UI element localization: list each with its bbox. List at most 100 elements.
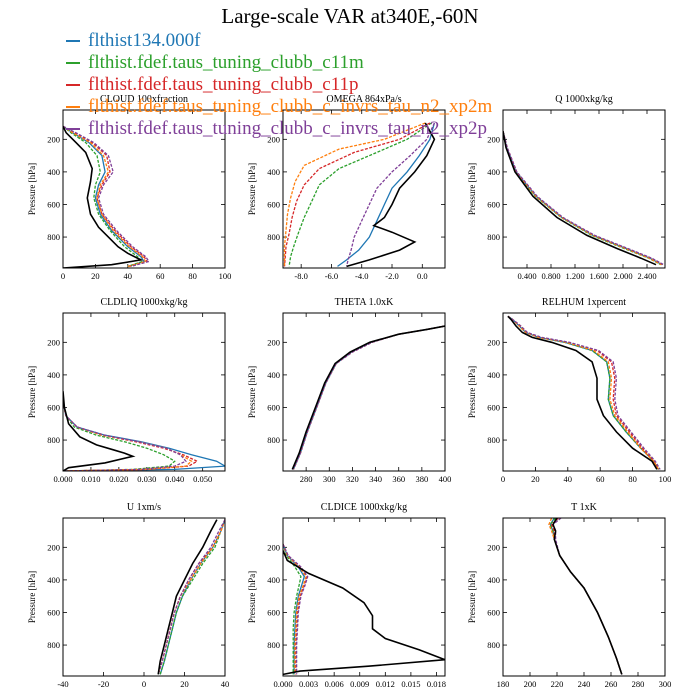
y-tick-label: 800	[47, 435, 60, 445]
y-tick-label: 200	[487, 337, 500, 347]
series-line	[503, 131, 665, 266]
series-group	[157, 519, 225, 675]
chart-panel: 0.000 0.003 0.006 0.009 0.012 0.015 0.018 200 40…	[247, 502, 446, 689]
y-tick-label: 600	[47, 607, 60, 617]
x-tick-label: 40	[564, 474, 573, 484]
panel-title: CLDLIQ 1000xkg/kg	[101, 297, 188, 308]
y-tick-label: 400	[47, 370, 60, 380]
x-tick-label: 260	[605, 679, 618, 689]
reference-line	[157, 519, 218, 675]
plot-frame	[62, 109, 226, 269]
series-line	[503, 131, 662, 266]
y-tick-label: 600	[487, 402, 500, 412]
series-line	[292, 325, 445, 470]
x-tick-label: 0.020	[109, 474, 128, 484]
y-tick-label: 800	[487, 232, 500, 242]
x-tick-label: 0.040	[165, 474, 184, 484]
y-tick-label: 400	[267, 167, 280, 177]
series-line	[337, 122, 436, 267]
x-tick-label: 200	[524, 679, 537, 689]
series-line	[549, 518, 623, 675]
y-tick-label: 200	[487, 542, 500, 552]
x-tick-label: 60	[156, 271, 165, 281]
y-tick-label: 600	[47, 402, 60, 412]
y-tick-label: 800	[267, 640, 280, 650]
x-tick-label: 2.000	[613, 271, 632, 281]
x-tick-label: 20	[91, 271, 100, 281]
x-tick-label: 60	[596, 474, 605, 484]
series-line	[63, 125, 147, 268]
panel-title: OMEGA 864xPa/s	[326, 94, 401, 105]
series-line	[507, 315, 660, 470]
panel-title: T 1xK	[571, 502, 597, 513]
plot-frame	[502, 517, 666, 677]
x-tick-label: 80	[628, 474, 637, 484]
series-line	[507, 315, 660, 470]
panel-title: U 1xm/s	[127, 502, 161, 513]
legend-swatch	[66, 40, 80, 42]
series-line	[157, 519, 225, 675]
series-line	[292, 325, 445, 470]
x-tick-label: 0	[501, 474, 505, 484]
reference-line	[552, 518, 623, 675]
x-tick-label: 100	[659, 474, 672, 484]
panel-title: Q 1000xkg/kg	[555, 94, 613, 105]
series-line	[292, 325, 445, 470]
legend-swatch	[66, 128, 80, 130]
panel-title: RELHUM 1xpercent	[542, 297, 626, 308]
y-tick-label: 800	[47, 640, 60, 650]
x-tick-label: 0.006	[325, 679, 344, 689]
x-tick-label: -2.0	[385, 271, 398, 281]
y-tick-label: 800	[47, 232, 60, 242]
series-line	[503, 131, 664, 266]
reference-line	[291, 325, 445, 470]
y-tick-label: 200	[47, 542, 60, 552]
legend-swatch	[66, 106, 80, 108]
series-line	[63, 400, 225, 471]
series-line	[507, 315, 660, 470]
y-axis-label: Pressure [hPa]	[27, 163, 37, 215]
x-tick-label: 340	[369, 474, 382, 484]
x-tick-label: 40	[221, 679, 230, 689]
y-axis-label: Pressure [hPa]	[467, 163, 477, 215]
panel-title: CLOUD 100xfraction	[100, 94, 188, 105]
plot-frame	[282, 312, 446, 472]
series-line	[283, 122, 426, 267]
chart-panel: 0 20 40 60 80 100 200 400 600 800 Pressure [hPa] CL…	[27, 94, 231, 281]
legend-label: flthist.fdef.taus_tuning_clubb_c11p	[88, 74, 359, 95]
series-line	[63, 400, 187, 471]
plot-frame	[282, 517, 446, 677]
y-tick-label: 200	[47, 134, 60, 144]
series-line	[507, 315, 661, 470]
x-tick-label: 400	[439, 474, 452, 484]
reference-line	[503, 131, 657, 266]
reference-line	[283, 550, 445, 676]
y-tick-label: 200	[47, 337, 60, 347]
x-tick-label: 0.0	[417, 271, 428, 281]
series-line	[283, 543, 307, 675]
chart-panel: 0.400 0.800 1.200 1.600 2.000 2.400 200 400 600 8…	[467, 94, 666, 281]
x-tick-label: -40	[57, 679, 68, 689]
x-tick-label: 0.003	[299, 679, 318, 689]
series-group	[507, 315, 661, 470]
y-tick-label: 800	[487, 435, 500, 445]
x-tick-label: 0	[142, 679, 146, 689]
legend-swatch	[66, 84, 80, 86]
series-group	[291, 325, 445, 470]
legend-label: flthist134.000f	[88, 30, 201, 51]
y-tick-label: 800	[267, 232, 280, 242]
x-tick-label: 240	[578, 679, 591, 689]
series-line	[288, 122, 432, 267]
y-tick-label: 400	[267, 575, 280, 585]
x-tick-label: 180	[497, 679, 510, 689]
x-tick-label: 0.012	[376, 679, 395, 689]
series-group	[283, 543, 445, 676]
x-tick-label: 280	[632, 679, 645, 689]
x-tick-label: 280	[300, 474, 313, 484]
figure-title: Large-scale VAR at340E,-60N	[221, 4, 479, 28]
y-tick-label: 400	[267, 370, 280, 380]
series-line	[548, 518, 623, 675]
series-line	[550, 518, 623, 675]
series-line	[292, 325, 445, 470]
